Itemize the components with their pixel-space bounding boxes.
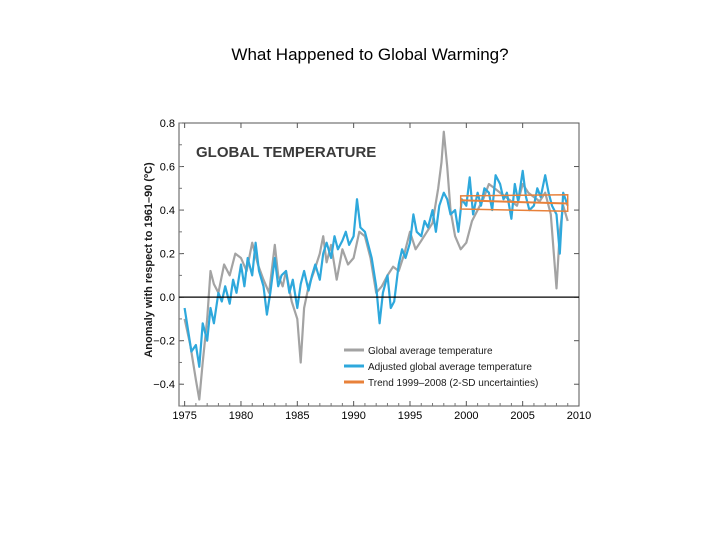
series-adjusted-average xyxy=(183,169,569,368)
legend-label-trend: Trend 1999–2008 (2-SD uncertainties) xyxy=(368,378,538,389)
x-tick-label-1975: 1975 xyxy=(172,410,196,422)
axis-ticks: 1975 1980 1985 1990 1995 2000 2005 2010 0.8 0.6 0.… xyxy=(153,118,591,422)
y-tick-label-3: 0.2 xyxy=(160,249,175,261)
x-tick-label-2005: 2005 xyxy=(510,410,534,422)
chart-title: GLOBAL TEMPERATURE xyxy=(196,144,376,161)
y-tick-label-0: 0.8 xyxy=(160,118,175,130)
x-tick-label-2000: 2000 xyxy=(454,410,478,422)
y-tick-label-5: −0.2 xyxy=(153,336,175,348)
x-tick-label-1990: 1990 xyxy=(341,410,365,422)
legend-label-adjusted: Adjusted global average temperature xyxy=(368,362,532,373)
y-axis-label: Anomaly with respect to 1961–90 (ºC) xyxy=(143,162,155,358)
y-tick-label-1: 0.6 xyxy=(160,162,175,174)
series-group xyxy=(183,130,569,401)
plot-frame xyxy=(178,122,580,407)
legend-label-global: Global average temperature xyxy=(368,346,493,357)
y-tick-label-6: −0.4 xyxy=(153,379,175,391)
trend-line xyxy=(460,199,568,205)
x-tick-label-2010: 2010 xyxy=(567,410,591,422)
legend: Global average temperature Adjusted glob… xyxy=(344,346,538,389)
y-tick-label-4: 0.0 xyxy=(160,292,175,304)
slide-title: What Happened to Global Warming? xyxy=(231,45,509,64)
trend-uncertainty-band xyxy=(459,194,569,212)
x-tick-label-1980: 1980 xyxy=(229,410,253,422)
x-tick-label-1985: 1985 xyxy=(285,410,309,422)
x-tick-label-1995: 1995 xyxy=(398,410,422,422)
y-tick-label-2: 0.4 xyxy=(160,205,175,217)
